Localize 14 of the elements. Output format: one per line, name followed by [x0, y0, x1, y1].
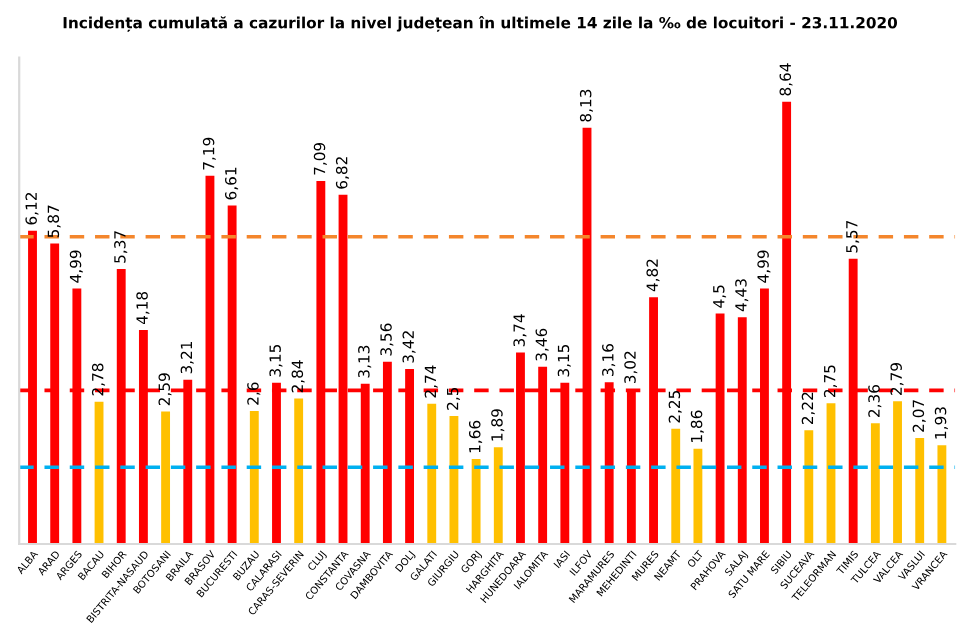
bar — [915, 438, 925, 544]
bar — [804, 430, 814, 544]
bar — [449, 416, 459, 544]
bar — [471, 459, 481, 544]
bar — [249, 410, 259, 544]
bar — [493, 447, 503, 544]
bar — [294, 398, 304, 544]
bar — [427, 403, 437, 544]
bar — [937, 445, 947, 544]
bar — [870, 423, 880, 544]
bar — [671, 428, 681, 544]
bar — [893, 401, 902, 544]
bar — [161, 411, 171, 544]
bar — [693, 448, 703, 544]
